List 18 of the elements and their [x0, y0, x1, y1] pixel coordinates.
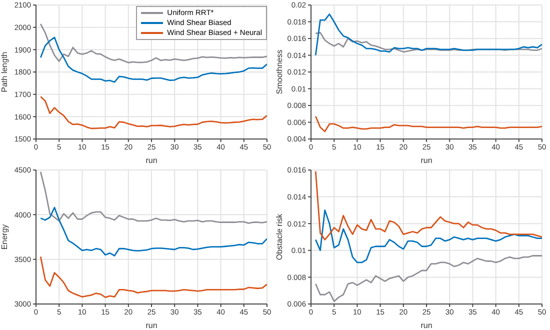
x-axis-title: run	[420, 156, 432, 165]
y-axis-title: Energy	[0, 224, 9, 250]
line-series	[40, 36, 267, 83]
line-series	[314, 116, 542, 132]
line-series	[314, 14, 542, 56]
y-axis-title: Obstacle risk	[274, 212, 284, 260]
line-series	[40, 206, 267, 256]
line-series	[40, 96, 267, 130]
x-axis-title: run	[420, 321, 432, 330]
line-series	[314, 210, 542, 264]
line-series	[40, 256, 267, 298]
line-series	[40, 171, 267, 224]
x-axis-title: run	[146, 321, 158, 330]
y-axis-title: Smoothness	[274, 50, 284, 94]
y-axis-title: Path length	[0, 52, 9, 92]
line-series	[314, 255, 542, 302]
line-series	[314, 170, 542, 240]
x-axis-title: run	[146, 156, 158, 165]
